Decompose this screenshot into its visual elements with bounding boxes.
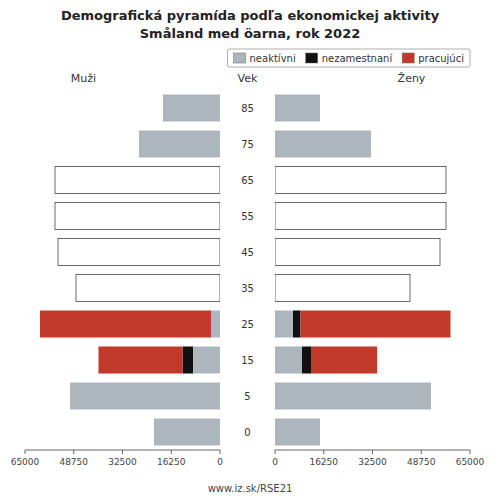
bar	[154, 419, 220, 446]
tick-label: 16250	[157, 457, 186, 467]
subtitle: Småland med öarna, rok 2022	[140, 26, 361, 41]
tick	[220, 450, 221, 454]
tick	[25, 450, 26, 454]
annotation: www.iz.sk/RSE21	[208, 483, 293, 494]
category-label: 75	[241, 139, 254, 150]
tick	[372, 450, 373, 454]
tick-label: 65000	[11, 457, 40, 467]
bar	[431, 383, 432, 410]
bar	[301, 311, 451, 338]
panel: Ženy 0 16250 32500 48750 65000	[272, 72, 484, 467]
bars	[275, 95, 451, 446]
bar	[431, 383, 432, 410]
tick-label: 32500	[358, 457, 387, 467]
bar	[76, 275, 220, 302]
bar	[275, 95, 320, 122]
tick-label: 65000	[456, 457, 485, 467]
title: Demografická pyramída podľa ekonomickej …	[61, 8, 440, 23]
tick-label: 48750	[59, 457, 88, 467]
category-label: 15	[241, 355, 254, 366]
bar	[70, 383, 71, 410]
bar	[58, 239, 220, 266]
legend-frame	[228, 49, 470, 67]
bar	[99, 347, 183, 374]
tick-label: 16250	[309, 457, 338, 467]
bar	[40, 311, 211, 338]
category-label: 0	[244, 427, 250, 438]
tick	[275, 450, 276, 454]
bar	[320, 419, 321, 446]
axis-label: Ženy	[398, 72, 426, 85]
bar	[311, 347, 377, 374]
bar	[275, 239, 440, 266]
bar	[163, 95, 164, 122]
tick	[470, 450, 471, 454]
tick-label: 0	[272, 457, 278, 467]
bar	[275, 203, 446, 230]
bar	[70, 383, 220, 410]
legend-label: nezamestnaní	[322, 53, 394, 64]
category-label: 35	[241, 283, 254, 294]
bar	[275, 383, 431, 410]
bar	[371, 131, 372, 158]
category-label: 25	[241, 319, 254, 330]
legend-swatch	[234, 53, 246, 63]
bar	[139, 131, 220, 158]
category-label: 85	[241, 103, 254, 114]
axis-label: Muži	[71, 72, 96, 85]
axis-label: Vek	[238, 72, 258, 85]
bar	[320, 95, 321, 122]
panel: Muži 0 16250 32500 48750 65000	[11, 72, 223, 467]
chart: Demografická pyramída podľa ekonomickej …	[0, 0, 500, 500]
legend-swatch	[402, 53, 414, 63]
bar	[55, 167, 220, 194]
bar	[320, 95, 321, 122]
bar	[154, 419, 155, 446]
bar	[275, 275, 410, 302]
bar	[55, 203, 220, 230]
bar	[275, 347, 302, 374]
tick	[122, 450, 123, 454]
bar	[193, 347, 220, 374]
category-label: 45	[241, 247, 254, 258]
bar	[70, 383, 71, 410]
legend-label: neaktívni	[250, 53, 296, 64]
category-label: 65	[241, 175, 254, 186]
legend-label: pracujúci	[418, 53, 464, 64]
legend-swatch	[306, 53, 318, 63]
bar	[139, 131, 140, 158]
bar	[139, 131, 140, 158]
tick-label: 48750	[407, 457, 436, 467]
bar	[293, 311, 301, 338]
category-label: 5	[244, 391, 250, 402]
bar	[183, 347, 194, 374]
category-label: 55	[241, 211, 254, 222]
bar	[275, 311, 293, 338]
bar	[275, 131, 371, 158]
bar	[211, 311, 220, 338]
bar	[154, 419, 155, 446]
bar	[275, 419, 320, 446]
bars	[40, 95, 220, 446]
tick-label: 32500	[108, 457, 137, 467]
bar	[302, 347, 311, 374]
tick	[73, 450, 74, 454]
bar	[275, 167, 446, 194]
bar	[371, 131, 372, 158]
bar	[320, 419, 321, 446]
tick	[421, 450, 422, 454]
tick-label: 0	[217, 457, 223, 467]
bar	[163, 95, 220, 122]
tick	[323, 450, 324, 454]
bar	[163, 95, 164, 122]
tick	[171, 450, 172, 454]
legend: neaktívni nezamestnaní pracujúci	[228, 49, 470, 67]
